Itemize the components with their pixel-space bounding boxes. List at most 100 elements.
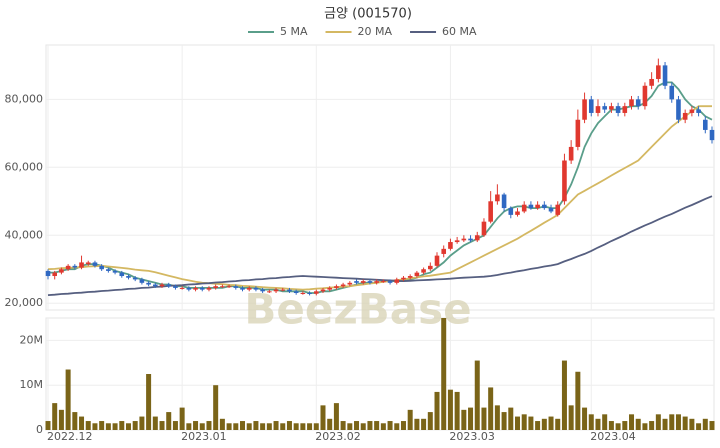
- volume-bar: [488, 387, 494, 430]
- candle-body: [360, 281, 366, 283]
- volume-bar: [434, 391, 440, 430]
- candle-body: [280, 289, 286, 291]
- volume-bar: [582, 407, 588, 430]
- volume-bar: [514, 416, 520, 430]
- candle-body: [635, 99, 641, 107]
- x-tick-label: 2023.04: [590, 430, 636, 443]
- candle-body: [454, 240, 460, 243]
- y-tick-label: 80,000: [5, 92, 44, 105]
- candle-body: [132, 277, 138, 280]
- volume-bar: [622, 421, 628, 430]
- candle-body: [535, 204, 540, 209]
- volume-bar: [219, 418, 225, 430]
- candle-body: [515, 211, 520, 215]
- candle-body: [582, 99, 587, 120]
- volume-bar: [132, 421, 138, 430]
- candle-body: [528, 204, 534, 209]
- candle-body: [488, 201, 493, 222]
- volume-bar: [387, 421, 393, 430]
- legend-label: 20 MA: [358, 25, 393, 38]
- volume-panel: [45, 317, 715, 431]
- volume-bar: [307, 423, 313, 430]
- volume-bar: [226, 423, 232, 430]
- volume-bar: [85, 421, 91, 430]
- volume-bar: [105, 423, 111, 430]
- volume-bar: [642, 423, 648, 430]
- volume-bar: [702, 418, 708, 430]
- volume-bar: [682, 416, 688, 430]
- volume-bar: [548, 416, 554, 430]
- volume-bar: [246, 423, 252, 430]
- candle-body: [367, 281, 373, 283]
- candle-body: [615, 106, 621, 113]
- volume-bar: [266, 423, 272, 430]
- volume-bar: [595, 418, 601, 430]
- candle-body: [669, 85, 675, 100]
- volume-bar: [468, 407, 474, 430]
- volume-bar: [380, 423, 386, 430]
- candle-body: [213, 286, 218, 288]
- candle-body: [313, 291, 319, 294]
- volume-bar: [555, 418, 561, 430]
- candle-body: [220, 286, 225, 288]
- candle-body: [126, 276, 131, 278]
- volume-bar: [501, 412, 507, 430]
- candle-body: [555, 204, 561, 215]
- volume-bar: [240, 421, 246, 430]
- y-tick-label: 0: [36, 423, 43, 436]
- candle-body: [240, 287, 245, 290]
- volume-bar: [72, 412, 78, 430]
- candle-body: [246, 287, 252, 290]
- volume-bar: [286, 421, 292, 430]
- candle-body: [676, 99, 681, 120]
- candle-body: [293, 291, 299, 294]
- candle-body: [59, 269, 64, 273]
- candle-body: [575, 119, 581, 147]
- candle-body: [495, 194, 500, 202]
- volume-bar: [313, 423, 319, 430]
- chart-title: 금양 (001570): [324, 7, 412, 22]
- legend-label: 5 MA: [280, 25, 308, 38]
- candle-body: [139, 279, 145, 283]
- candle-body: [347, 282, 353, 285]
- volume-bar: [447, 389, 453, 430]
- candle-body: [320, 289, 326, 292]
- candle-body: [85, 262, 91, 265]
- candle-body: [709, 129, 715, 141]
- volume-bar: [280, 423, 286, 430]
- volume-bar: [454, 391, 460, 430]
- candle-body: [662, 65, 668, 86]
- candle-body: [340, 284, 346, 287]
- volume-bar: [441, 318, 447, 430]
- volume-bar: [635, 418, 641, 430]
- volume-bar: [696, 423, 702, 430]
- candle-body: [414, 272, 420, 277]
- volume-bar: [360, 423, 366, 430]
- volume-bar: [253, 421, 259, 430]
- volume-bar: [374, 421, 380, 430]
- candle-body: [186, 287, 192, 290]
- volume-bar: [508, 407, 514, 430]
- volume-bar: [541, 418, 547, 430]
- volume-bar: [481, 407, 487, 430]
- volume-bar: [561, 360, 567, 430]
- volume-bar: [125, 423, 131, 430]
- candle-body: [501, 194, 507, 209]
- volume-bar: [649, 421, 655, 430]
- volume-bar: [367, 421, 373, 430]
- volume-bar: [199, 423, 205, 430]
- volume-bar: [615, 423, 621, 430]
- candle-body: [421, 269, 426, 273]
- volume-bar: [535, 421, 541, 430]
- volume-bar: [260, 423, 266, 430]
- volume-bar: [179, 407, 185, 430]
- volume-bar: [58, 409, 64, 430]
- candle-body: [273, 289, 279, 292]
- volume-bar: [99, 421, 105, 430]
- candle-body: [146, 282, 151, 285]
- volume-bar: [669, 414, 675, 430]
- candle-body: [253, 287, 259, 290]
- candle-body: [307, 293, 312, 295]
- volume-bar: [521, 414, 527, 430]
